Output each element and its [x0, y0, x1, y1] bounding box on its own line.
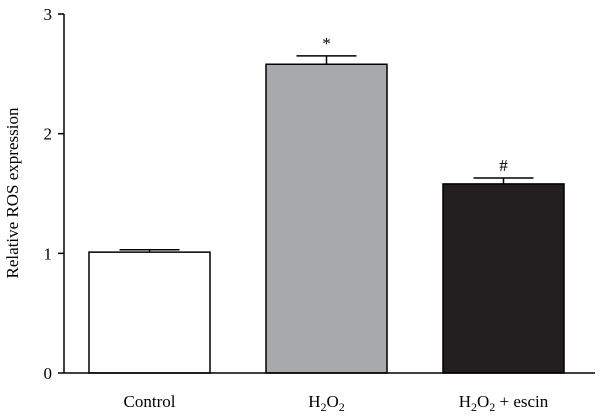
category-labels: Control H2O2 H2O2 + escin — [124, 392, 549, 414]
category-label-2-mid: O — [477, 392, 489, 411]
category-label-1-sub1: 2 — [321, 400, 327, 414]
category-label-1-base: H — [308, 392, 320, 411]
y-tick-label-3: 3 — [44, 5, 53, 24]
category-label-2-sub2: 2 — [489, 400, 495, 414]
category-label-2: H2O2 + escin — [459, 392, 549, 414]
category-label-1-mid: O — [327, 392, 339, 411]
category-label-1-sub2: 2 — [339, 400, 345, 414]
y-axis-label: Relative ROS expression — [3, 107, 22, 278]
bar-1 — [265, 63, 388, 374]
bar-0 — [88, 251, 211, 374]
significance-mark-2: # — [499, 156, 508, 175]
y-tick-label-0: 0 — [44, 364, 53, 383]
category-label-0: Control — [124, 392, 176, 411]
category-label-2-tail: + escin — [495, 392, 549, 411]
category-label-2-base: H — [459, 392, 471, 411]
bar-2 — [442, 183, 565, 374]
category-label-2-sub1: 2 — [471, 400, 477, 414]
y-axis-ticks: 0 1 2 3 — [44, 5, 64, 383]
significance-mark-1: * — [322, 34, 331, 53]
category-label-1: H2O2 — [308, 392, 345, 414]
bars: *# — [88, 34, 565, 374]
y-tick-label-1: 1 — [44, 244, 53, 263]
y-tick-label-2: 2 — [44, 125, 53, 144]
